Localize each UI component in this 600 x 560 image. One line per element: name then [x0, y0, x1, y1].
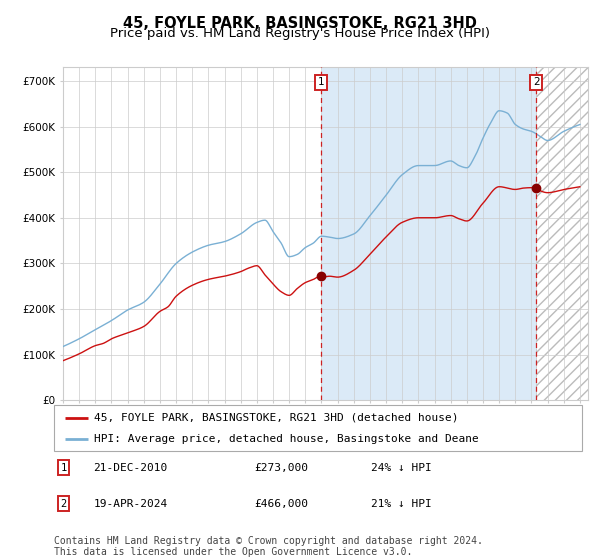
Text: 1: 1 [61, 463, 67, 473]
Text: £273,000: £273,000 [254, 463, 308, 473]
Text: 2: 2 [533, 77, 539, 87]
Text: Contains HM Land Registry data © Crown copyright and database right 2024.
This d: Contains HM Land Registry data © Crown c… [54, 535, 483, 557]
Text: 19-APR-2024: 19-APR-2024 [94, 499, 168, 509]
Text: £466,000: £466,000 [254, 499, 308, 509]
Text: 45, FOYLE PARK, BASINGSTOKE, RG21 3HD (detached house): 45, FOYLE PARK, BASINGSTOKE, RG21 3HD (d… [94, 413, 458, 423]
Text: 1: 1 [317, 77, 324, 87]
Bar [321, 67, 536, 400]
Text: Price paid vs. HM Land Registry's House Price Index (HPI): Price paid vs. HM Land Registry's House … [110, 27, 490, 40]
Text: 2: 2 [61, 499, 67, 509]
Text: 21% ↓ HPI: 21% ↓ HPI [371, 499, 431, 509]
Text: 24% ↓ HPI: 24% ↓ HPI [371, 463, 431, 473]
Text: 21-DEC-2010: 21-DEC-2010 [94, 463, 168, 473]
Text: HPI: Average price, detached house, Basingstoke and Deane: HPI: Average price, detached house, Basi… [94, 435, 478, 444]
Bar [536, 67, 588, 400]
Text: 45, FOYLE PARK, BASINGSTOKE, RG21 3HD: 45, FOYLE PARK, BASINGSTOKE, RG21 3HD [123, 16, 477, 31]
